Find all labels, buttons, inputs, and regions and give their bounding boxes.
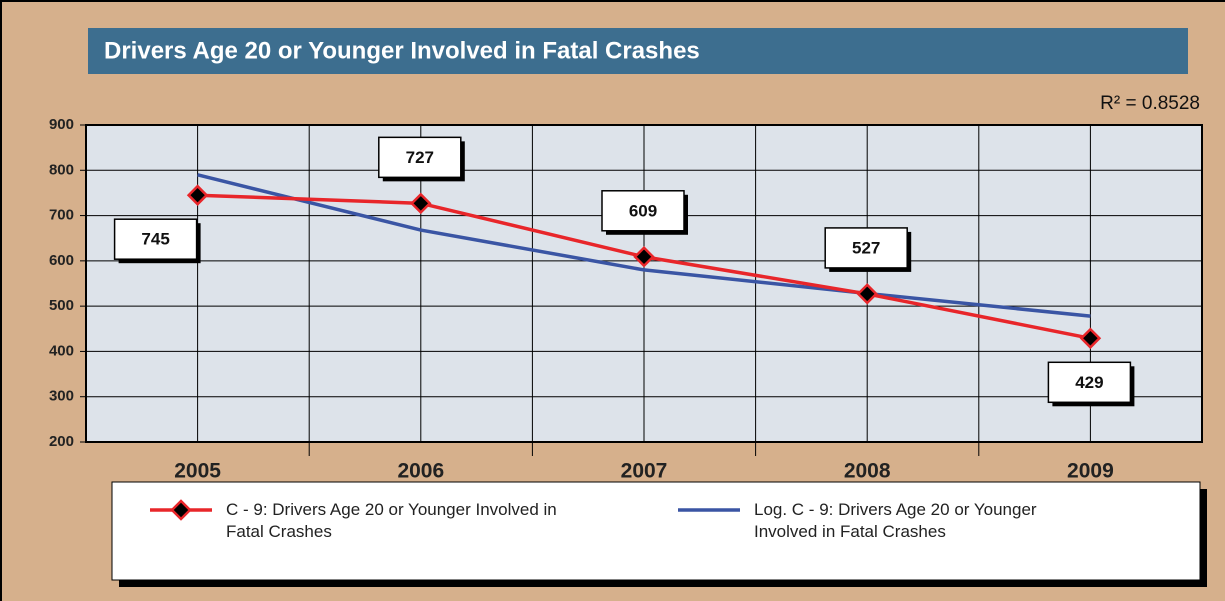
label-box xyxy=(378,136,462,179)
y-tick-label: 500 xyxy=(49,297,74,314)
data-label: 527 xyxy=(852,238,880,257)
marker xyxy=(633,246,655,268)
label-box xyxy=(824,227,908,269)
marker xyxy=(186,184,209,206)
plot-border xyxy=(85,124,1203,443)
y-tick-label: 900 xyxy=(49,116,74,133)
marker xyxy=(856,283,878,305)
label-box xyxy=(601,190,685,232)
x-tick-label: 2007 xyxy=(621,460,668,483)
y-tick-label: 400 xyxy=(49,342,74,359)
marker xyxy=(1079,327,1102,350)
data-label: 727 xyxy=(406,148,434,167)
title-bar xyxy=(88,28,1188,74)
series-line xyxy=(197,173,1091,318)
data-label: 429 xyxy=(1075,373,1103,392)
y-tick-label: 200 xyxy=(49,433,74,450)
data-label: 745 xyxy=(141,230,169,249)
data-label: 609 xyxy=(629,201,657,220)
chart-title: Drivers Age 20 or Younger Involved in Fa… xyxy=(104,37,700,64)
x-tick-label: 2006 xyxy=(397,460,444,483)
x-tick-label: 2009 xyxy=(1067,460,1114,483)
label-box xyxy=(113,218,198,260)
x-tick-label: 2005 xyxy=(174,460,221,483)
marker xyxy=(410,192,432,215)
y-tick-label: 300 xyxy=(49,388,74,405)
y-tick-label: 700 xyxy=(49,207,74,224)
x-tick-label: 2008 xyxy=(844,460,891,483)
annotation: R² = 0.8528 xyxy=(1100,93,1200,114)
label-box xyxy=(1047,361,1132,404)
y-tick-label: 800 xyxy=(49,161,74,178)
legend-label: Log. C - 9: Drivers Age 20 or Younger In… xyxy=(754,500,1037,541)
legend-marker xyxy=(170,499,192,521)
legend-box xyxy=(111,481,1201,581)
legend-label: C - 9: Drivers Age 20 or Younger Involve… xyxy=(226,500,557,541)
y-tick-label: 600 xyxy=(49,252,74,269)
